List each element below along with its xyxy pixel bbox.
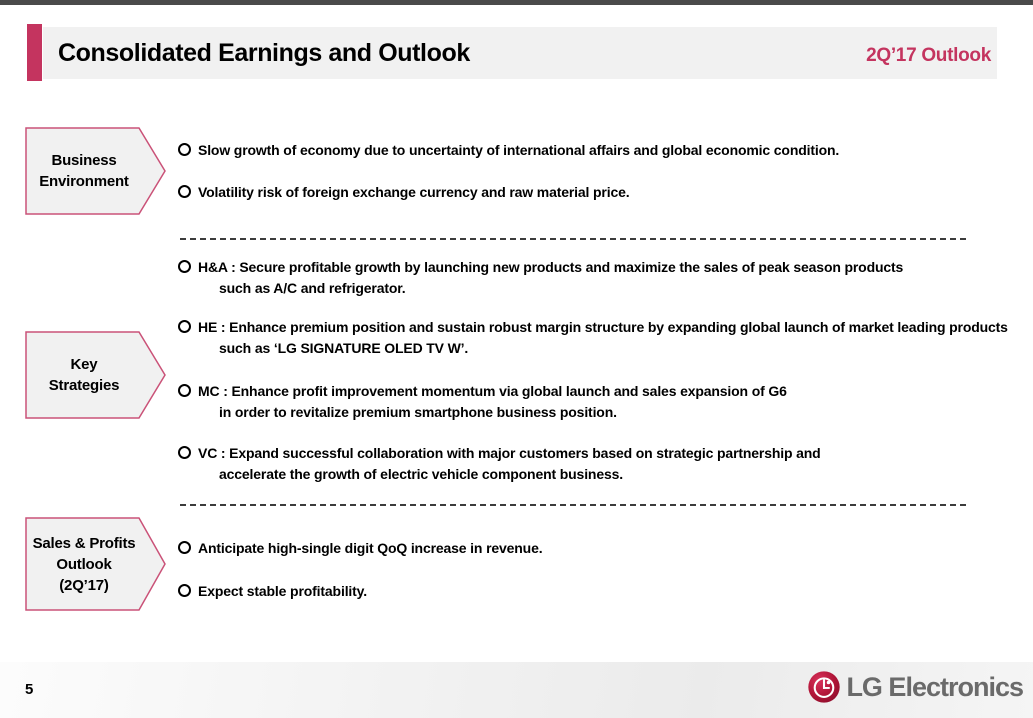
bullet-item: H&A : Secure profitable growth by launch… — [178, 257, 903, 299]
bullet-text: HE : Enhance premium position and sustai… — [198, 319, 1008, 335]
bullet-text: Expect stable profitability. — [198, 583, 368, 599]
bullet-text: Anticipate high-single digit QoQ increas… — [198, 540, 543, 556]
title-band — [43, 27, 997, 79]
section-label-business-environment: Business Environment — [25, 127, 167, 215]
page-number: 5 — [25, 681, 34, 698]
label-line: Key — [70, 356, 98, 373]
dashed-divider — [180, 504, 966, 506]
bullet-text: Volatility risk of foreign exchange curr… — [198, 184, 630, 200]
bullet-continuation: such as A/C and refrigerator. — [219, 280, 406, 296]
page-title: Consolidated Earnings and Outlook — [58, 39, 470, 67]
bullet-circle-icon — [178, 384, 191, 397]
arrow-shape-icon — [25, 517, 166, 611]
dashed-divider — [180, 238, 966, 240]
section-label-sales-profits-outlook: Sales & Profits Outlook (2Q’17) — [25, 517, 167, 611]
bullet-text: VC : Expand successful collaboration wit… — [198, 445, 821, 461]
section-label-key-strategies: Key Strategies — [25, 331, 167, 419]
bullet-item: VC : Expand successful collaboration wit… — [178, 443, 821, 485]
top-border-bar — [0, 0, 1033, 5]
bullet-circle-icon — [178, 446, 191, 459]
bullet-circle-icon — [178, 143, 191, 156]
lg-symbol-icon — [808, 671, 841, 703]
lg-logo-text: LG Electronics — [846, 671, 1024, 702]
label-line: (2Q’17) — [59, 576, 109, 594]
bullet-circle-icon — [178, 185, 191, 198]
label-line: Strategies — [48, 377, 120, 394]
label-line: Outlook — [56, 555, 112, 573]
arrow-shape-icon — [25, 331, 166, 419]
label-line: Environment — [39, 173, 129, 190]
title-accent-bar — [27, 24, 42, 81]
bullet-item: Slow growth of economy due to uncertaint… — [178, 140, 839, 161]
bullet-item: HE : Enhance premium position and sustai… — [178, 317, 1008, 359]
bullet-item: Expect stable profitability. — [178, 581, 367, 602]
bullet-item: Volatility risk of foreign exchange curr… — [178, 182, 630, 203]
bullet-circle-icon — [178, 260, 191, 273]
bullet-continuation: accelerate the growth of electric vehicl… — [219, 466, 623, 482]
bullet-item: MC : Enhance profit improvement momentum… — [178, 381, 787, 423]
arrow-shape-icon — [25, 127, 166, 215]
label-line: Sales & Profits — [32, 534, 136, 552]
footer-band — [0, 662, 1033, 718]
lg-logo: LG Electronics — [808, 671, 1024, 703]
bullet-text: H&A : Secure profitable growth by launch… — [198, 259, 904, 275]
bullet-circle-icon — [178, 541, 191, 554]
bullet-text: MC : Enhance profit improvement momentum… — [198, 383, 787, 399]
bullet-item: Anticipate high-single digit QoQ increas… — [178, 538, 543, 559]
bullet-circle-icon — [178, 584, 191, 597]
quarter-outlook-tag: 2Q’17 Outlook — [866, 45, 991, 66]
bullet-text: Slow growth of economy due to uncertaint… — [198, 142, 840, 158]
bullet-circle-icon — [178, 320, 191, 333]
label-line: Business — [51, 152, 117, 169]
bullet-continuation: in order to revitalize premium smartphon… — [219, 404, 617, 420]
bullet-continuation: such as ‘LG SIGNATURE OLED TV W’. — [219, 340, 469, 356]
